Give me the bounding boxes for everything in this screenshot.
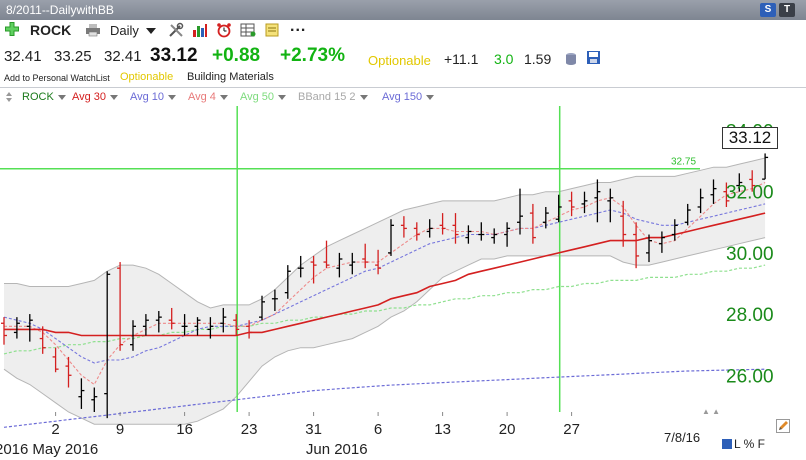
- quote-change: +0.88: [212, 45, 261, 66]
- quote-metric-2: 3.0: [494, 51, 514, 67]
- chevron-down-icon[interactable]: [426, 94, 435, 100]
- month-label: May 2016: [32, 441, 98, 458]
- blue-square-icon: [722, 439, 732, 449]
- drag-handle-icon[interactable]: [6, 92, 12, 102]
- legend-item-label: Avg 10: [130, 91, 165, 103]
- x-tick-label: 13: [434, 421, 451, 438]
- bollinger-upper-line: [4, 157, 766, 309]
- s-menu-button[interactable]: S: [760, 3, 776, 17]
- legend-item[interactable]: Avg 4: [188, 91, 228, 103]
- legend-item[interactable]: Avg 50: [240, 91, 287, 103]
- add-plus-icon[interactable]: [4, 21, 20, 37]
- sticky-note-icon[interactable]: [264, 22, 280, 38]
- last-price-box: 33.12: [722, 127, 778, 149]
- scroll-arrows-icon[interactable]: ▲ ▲: [702, 407, 721, 416]
- quote-high: 33.25: [54, 48, 92, 65]
- x-tick-label: 16: [176, 421, 193, 438]
- quote-metric-1: +11.1: [444, 51, 479, 67]
- edit-pencil-icon[interactable]: [776, 419, 790, 433]
- legend-item-label: ROCK: [22, 91, 54, 103]
- avg-50-line: [3, 264, 766, 355]
- x-tick-label: 6: [374, 421, 382, 438]
- print-icon[interactable]: [85, 23, 101, 37]
- quote-change-percent: +2.73%: [280, 45, 345, 66]
- indicators-icon[interactable]: [192, 22, 208, 38]
- chevron-down-icon[interactable]: [146, 28, 156, 34]
- y-tick-label: 28.00: [726, 305, 774, 326]
- chevron-down-icon[interactable]: [359, 94, 368, 100]
- symbol-label[interactable]: ROCK: [30, 22, 72, 38]
- avg-10-line: [3, 203, 766, 364]
- month-label: 2016: [0, 441, 28, 458]
- legend-item[interactable]: Avg 10: [130, 91, 177, 103]
- save-disk-icon[interactable]: [586, 50, 601, 69]
- chevron-down-icon[interactable]: [110, 94, 119, 100]
- industry-label[interactable]: Building Materials: [187, 71, 274, 83]
- legend-item-label: Avg 150: [382, 91, 423, 103]
- x-tick-label: 23: [241, 421, 258, 438]
- chevron-down-icon[interactable]: [57, 94, 66, 100]
- x-tick-label: 27: [563, 421, 580, 438]
- tools-icon[interactable]: [168, 22, 184, 38]
- y-tick-label: 26.00: [726, 366, 774, 387]
- x-tick-label: 31: [305, 421, 322, 438]
- quote-low: 32.41: [104, 48, 142, 65]
- chevron-down-icon[interactable]: [278, 94, 287, 100]
- legend-item[interactable]: Avg 150: [382, 91, 435, 103]
- info-optionable: Optionable: [120, 71, 174, 83]
- add-to-watchlist-link[interactable]: Add to Personal WatchList: [4, 73, 110, 83]
- chart-toolbar: ROCK Daily ...: [0, 18, 806, 42]
- window-title-bar: 8/2011--DailywithBB S T: [0, 0, 806, 20]
- alarm-clock-icon[interactable]: [216, 22, 232, 38]
- t-menu-button[interactable]: T: [779, 3, 795, 17]
- table-grid-icon[interactable]: [240, 22, 256, 38]
- legend-item[interactable]: ROCK: [22, 91, 66, 103]
- footer-flags[interactable]: L % F: [722, 437, 806, 455]
- y-tick-label: 32.00: [726, 183, 774, 204]
- more-options-button[interactable]: ...: [290, 18, 307, 35]
- y-tick-label: 30.00: [726, 244, 774, 265]
- window-title: 8/2011--DailywithBB: [6, 3, 114, 17]
- indicator-legend: ROCK Avg 30 Avg 10 Avg 4 Avg 50 BBand 15 2 Avg…: [0, 88, 806, 106]
- legend-item[interactable]: Avg 30: [72, 91, 119, 103]
- quote-metric-3: 1.59: [524, 51, 552, 67]
- x-tick-label: 9: [116, 421, 124, 438]
- avg-30-line: [4, 212, 766, 337]
- info-row: Add to Personal WatchList Optionable Bui…: [0, 70, 806, 86]
- divider: [0, 87, 806, 88]
- price-level-label: 32.75: [671, 157, 696, 168]
- x-tick-label: 20: [499, 421, 516, 438]
- database-icon[interactable]: [564, 52, 578, 70]
- chart-date-label: 7/8/16: [664, 430, 701, 445]
- avg-150-line: [3, 368, 766, 428]
- legend-item[interactable]: BBand 15 2: [298, 91, 368, 103]
- chevron-down-icon[interactable]: [219, 94, 228, 100]
- x-tick-label: 2: [51, 421, 59, 438]
- quote-row: 32.41 33.25 32.41 33.12 +0.88 +2.73% Opt…: [0, 44, 806, 70]
- quote-last: 33.12: [150, 45, 198, 66]
- bollinger-band-fill: [4, 158, 766, 425]
- legend-item-label: Avg 30: [72, 91, 107, 103]
- legend-item-label: Avg 4: [188, 91, 216, 103]
- optionable-badge: Optionable: [368, 53, 431, 68]
- legend-item-label: BBand 15 2: [298, 91, 356, 103]
- footer-flags-text: L % F: [734, 437, 765, 451]
- bollinger-lower-line: [3, 237, 766, 425]
- quote-open: 32.41: [4, 48, 42, 65]
- period-select[interactable]: Daily: [110, 23, 139, 38]
- legend-item-label: Avg 50: [240, 91, 275, 103]
- month-label: Jun 2016: [306, 441, 368, 458]
- chevron-down-icon[interactable]: [168, 94, 177, 100]
